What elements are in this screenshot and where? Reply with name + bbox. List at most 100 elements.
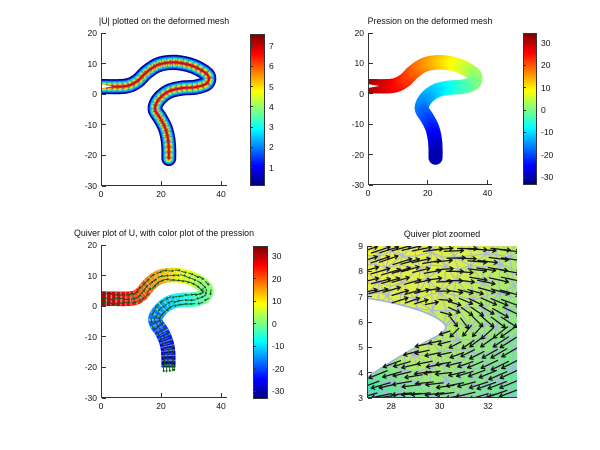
colorbar-tick-label: 10 [272,296,282,307]
colorbar-tick-label: 10 [541,82,551,93]
colorbar-tick-mark [523,109,526,111]
tick-mark [439,393,441,397]
tick-label-y: 6 [358,317,363,327]
axis-spine-left [101,245,102,398]
colorbar-tick-mark [523,64,526,66]
mesh-speckle [101,59,212,159]
tick-mark [427,180,429,184]
plot-canvas-quiver [101,267,214,382]
tick-mark [390,393,392,397]
tick-mark [102,63,106,65]
colorbar-tick-label: 1 [269,162,274,173]
colorbar-tick-mark [523,42,526,44]
colorbar-tick-label: 20 [541,60,551,71]
axis-spine-bottom [101,185,227,186]
tick-mark [369,32,373,34]
tick-label-y: 3 [358,393,363,403]
tick-label-y: -10 [351,119,364,130]
tick-mark [102,397,106,399]
plot-canvas-velocity [101,54,217,167]
pressure-tube [368,55,483,165]
tick-mark [367,180,369,184]
colorbar [250,34,265,186]
axis-spine-bottom [101,397,227,398]
tick-mark [368,270,372,272]
colorbar-tick-label: 30 [272,251,282,262]
tick-label-y: -30 [84,181,97,191]
tick-label-y: 20 [354,28,364,38]
tick-mark [102,305,106,307]
colorbar-tick-label: -10 [272,341,285,352]
tick-label-y: 0 [359,88,364,99]
axis-spine-left [367,246,368,398]
subplot-quiver-zoom: Quiver plot zoomed 28 30 32 3 4 5 6 7 8 9 [358,229,517,411]
axis-spine-bottom [367,397,517,398]
tick-label-y: -10 [84,331,97,342]
tick-mark [369,154,373,156]
colorbar-tick-label: -30 [541,172,554,183]
plot-area: 0 20 40 -30 -20 -10 0 10 20 [85,240,227,411]
tick-mark [102,244,106,246]
tick-mark [487,180,489,184]
colorbar-tick-label: 6 [269,61,274,72]
tick-label-y: 20 [87,240,97,250]
tick-mark [368,372,372,374]
colorbar-tick-label: -20 [541,149,554,160]
tick-label-y: -30 [84,393,97,403]
tick-label-y: 20 [87,28,97,38]
subplot-pressure-mesh: Pression on the deformed mesh 0 20 40 -30 -2… [352,16,493,198]
plot-canvas-zoom [367,246,517,398]
tick-mark [100,181,102,185]
tick-mark [368,245,372,247]
colorbar [523,33,537,185]
colorbar-tick-label: 0 [272,318,277,329]
tick-label-x: 0 [365,188,371,198]
colorbar-tick-label: 2 [269,142,274,153]
plot-title: |U| plotted on the deformed mesh [98,16,230,26]
colorbar-tick-mark [253,390,256,392]
plot-area: 28 30 32 3 4 5 6 7 8 9 [358,241,517,411]
inlet-notch [101,84,113,89]
axis-spine-left [368,33,369,185]
tick-mark [368,296,372,298]
subplot-quiver-pressure: Quiver plot of U, with color plot of the… [74,228,254,411]
colorbar [253,246,268,399]
colorbar-tick-mark [250,106,253,108]
tick-mark [102,93,106,95]
colorbar-tick-label: -20 [272,363,285,374]
tick-mark [102,154,106,156]
quiver-arrows-green [101,269,212,373]
plot-title: Quiver plot of U, with color plot of the… [74,228,254,238]
colorbar-tick-mark [253,300,256,302]
tick-mark [102,336,106,338]
tick-mark [369,62,373,64]
tick-mark [102,275,106,277]
tick-label-y: -30 [351,180,364,190]
tick-label-x: 20 [423,188,433,198]
tick-mark [102,185,106,187]
tick-label-y: 8 [358,266,363,277]
colorbar-tick-mark [250,126,253,128]
tick-label-x: 20 [156,401,166,411]
colorbar-tick-mark [253,323,256,325]
tick-mark [487,393,489,397]
tick-label-y: 4 [358,367,363,378]
tick-label-y: 0 [92,89,97,100]
axis-spine-left [101,33,102,186]
plot-title: Pression on the deformed mesh [367,16,493,26]
tick-label-y: 5 [358,342,363,353]
colorbar-tick-mark [250,65,253,67]
plot-title: Quiver plot zoomed [403,229,481,239]
tick-label-y: 9 [358,241,363,251]
tick-label-x: 32 [483,401,493,411]
tick-mark [368,397,372,399]
colorbar-tick-label: 5 [269,81,274,92]
tick-mark [220,181,222,185]
colorbar-tick-mark [250,167,253,169]
tick-mark [102,32,106,34]
colorbar-tick-label: -30 [272,386,285,397]
tick-label-x: 28 [386,401,396,411]
tick-mark [100,393,102,397]
colorbar-tick-label: 0 [541,105,546,116]
tick-label-y: 10 [87,270,97,281]
